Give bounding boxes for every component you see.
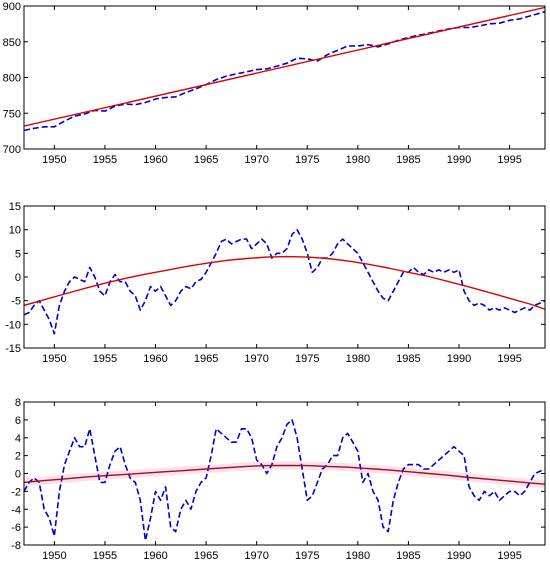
- x-tick-label: 1965: [194, 154, 218, 166]
- y-tick-label: -5: [11, 296, 21, 308]
- y-tick-label: 2: [15, 451, 21, 463]
- y-tick-label: 0: [15, 272, 21, 284]
- y-tick-label: 5: [15, 248, 21, 260]
- x-tick-label: 1995: [497, 353, 521, 365]
- x-tick-label: 1960: [143, 353, 167, 365]
- x-tick-label: 1960: [143, 550, 167, 562]
- y-tick-label: 750: [3, 108, 21, 120]
- observed-series-line: [24, 228, 545, 335]
- y-tick-label: -2: [11, 486, 21, 498]
- y-tick-label: 900: [3, 1, 21, 13]
- y-tick-label: 8: [15, 397, 21, 409]
- plot-area: [24, 6, 545, 132]
- y-tick-label: 6: [15, 415, 21, 427]
- trend-series-line: [24, 464, 545, 485]
- x-tick-label: 1955: [93, 154, 117, 166]
- x-tick-label: 1990: [447, 550, 471, 562]
- x-tick-label: 1965: [194, 550, 218, 562]
- axes-frame: [23, 205, 546, 349]
- x-tick-label: 1970: [244, 154, 268, 166]
- trend-series-line: [24, 255, 545, 310]
- panel-1: 1950 1955 1960 1965 1970 1975 1980 1985 1990 1995…: [3, 1, 546, 166]
- x-tick-label: 1995: [497, 154, 521, 166]
- y-tick-label: 700: [3, 144, 21, 156]
- x-tick-label: 1950: [42, 353, 66, 365]
- observed-series-line: [24, 10, 545, 132]
- x-tick-label: 1990: [447, 154, 471, 166]
- trend-series-line: [24, 6, 545, 127]
- y-tick-label: -6: [11, 522, 21, 534]
- x-tick-label: 1970: [244, 550, 268, 562]
- y-tick-label: 850: [3, 37, 21, 49]
- x-tick-label: 1970: [244, 353, 268, 365]
- y-tick-label: 0: [15, 469, 21, 481]
- x-tick-label: 1980: [346, 353, 370, 365]
- x-tick-label: 1950: [42, 550, 66, 562]
- y-tick-label: -8: [11, 540, 21, 552]
- panel-2: 1950 1955 1960 1965 1970 1975 1980 1985 1990 1995…: [5, 201, 546, 365]
- plot-area: [24, 419, 545, 542]
- y-tick-label: -15: [5, 343, 21, 355]
- x-tick-label: 1985: [396, 550, 420, 562]
- y-tick-label: 4: [15, 433, 21, 445]
- y-tick-label: 800: [3, 73, 21, 85]
- x-tick-label: 1965: [194, 353, 218, 365]
- observed-series-line: [24, 419, 545, 542]
- x-tick-label: 1975: [295, 353, 319, 365]
- x-tick-label: 1985: [396, 154, 420, 166]
- y-tick-label: -10: [5, 319, 21, 331]
- x-tick-label: 1950: [42, 154, 66, 166]
- x-tick-label: 1975: [295, 550, 319, 562]
- y-tick-label: 10: [9, 225, 21, 237]
- plot-area: [24, 228, 545, 335]
- x-tick-label: 1980: [346, 154, 370, 166]
- y-tick-label: 15: [9, 201, 21, 213]
- x-tick-label: 1975: [295, 154, 319, 166]
- panel-3: 1950 1955 1960 1965 1970 1975 1980 1985 1990 1995…: [11, 397, 546, 562]
- x-tick-label: 1985: [396, 353, 420, 365]
- y-tick-label: -4: [11, 504, 21, 516]
- x-tick-label: 1980: [346, 550, 370, 562]
- x-tick-label: 1990: [447, 353, 471, 365]
- x-tick-label: 1995: [497, 550, 521, 562]
- x-tick-label: 1960: [143, 154, 167, 166]
- x-tick-label: 1955: [93, 353, 117, 365]
- x-tick-label: 1955: [93, 550, 117, 562]
